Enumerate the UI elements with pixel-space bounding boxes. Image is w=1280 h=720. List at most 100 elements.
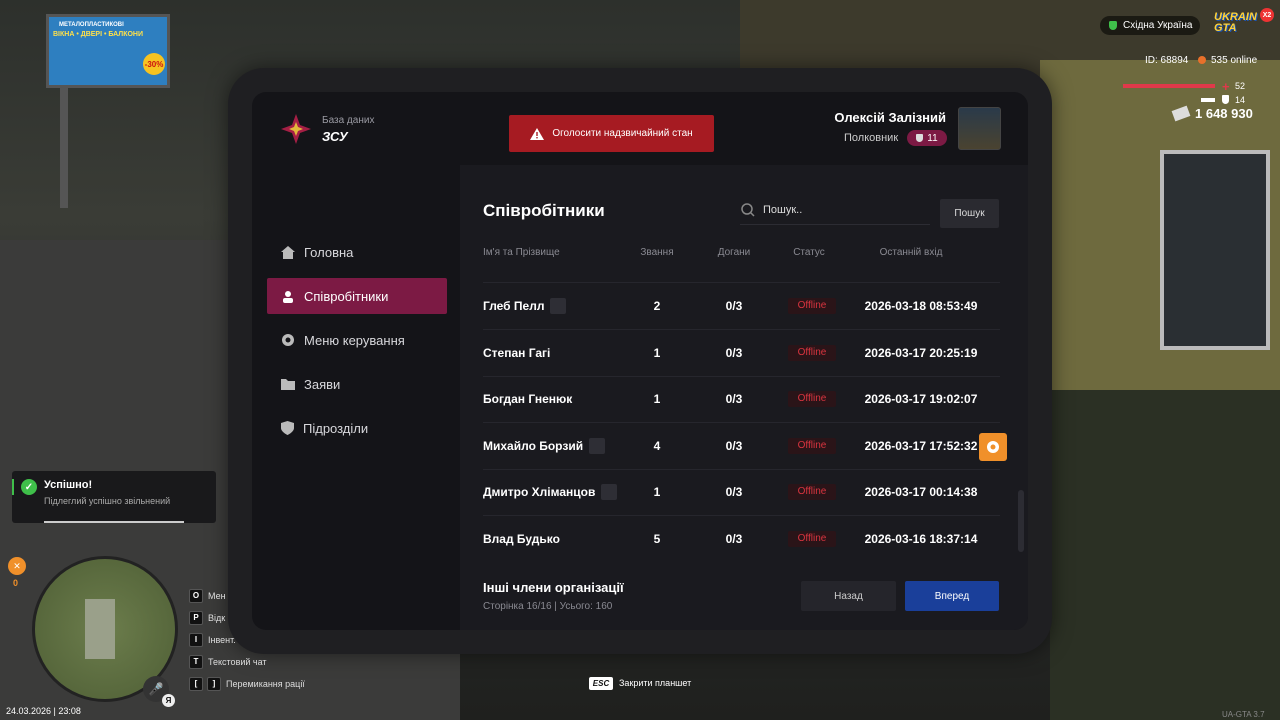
employee-rank: 1 [653,392,661,407]
employee-name: Богдан Гненюк [483,392,573,407]
billboard-text: ВІКНА • ДВЕРІ • БАЛКОНИ [53,31,144,38]
employee-rank: 2 [653,299,661,313]
grass [1050,390,1280,720]
success-icon: ✓ [21,479,37,495]
search-field[interactable]: Пошук.. [740,200,930,225]
prev-button[interactable]: Назад [801,581,896,611]
status-badge: Offline [788,391,836,408]
online-count: 535 online [1211,55,1258,66]
search-button[interactable]: Пошук [940,199,999,228]
player-id: ID: 68894 [1145,55,1189,66]
notification-progress [44,521,184,523]
job-counter: 0 [13,578,19,588]
employee-rank: 4 [653,438,661,453]
last-login: 2026-03-17 20:25:19 [864,345,978,360]
role-badge [601,484,617,501]
version: UA-GTA 3.7 [1222,710,1265,719]
nav-label: Співробітники [304,288,389,304]
gear-icon [987,441,999,453]
datetime: 24.03.2026 | 23:08 [6,706,81,716]
minimap [32,556,178,702]
key-cap: ] [207,677,221,691]
last-login: 2026-03-17 00:14:38 [864,485,978,500]
logo: UKRAIN GTA [1214,11,1257,34]
nav-icon [281,421,294,435]
status-badge: Offline [788,298,836,314]
money-value: 1 648 930 [1195,106,1253,121]
mic-key: Я [162,694,175,707]
page-info: Сторінка 16/16 | Усього: 160 [483,601,613,612]
nav-icon [281,245,295,259]
search-placeholder: Пошук.. [763,204,803,216]
key-hint: Перемикання рації [226,679,305,689]
employee-rank: 1 [653,485,661,500]
emergency-button[interactable]: Оголосити надзвичайний стан [509,115,714,152]
level-icon [916,134,924,142]
column-header: Останній вхід [879,247,943,258]
last-login: 2026-03-17 17:52:32 [864,438,978,453]
nav-label: Меню керування [304,332,405,348]
employee-name: Влад Будько [483,532,560,546]
key-hint: Інвент. [208,635,236,645]
region-name: Східна Україна [1123,20,1193,31]
level-value: 11 [927,132,938,144]
column-header: Догани [717,247,751,258]
key-cap: P [189,611,203,625]
notification-title: Успішно! [44,479,93,491]
key-cap: I [189,633,203,647]
nav-item[interactable]: Заяви [267,366,447,402]
status-badge: Offline [788,437,836,454]
nav-label: Підрозділи [303,420,369,436]
nav-item[interactable]: Меню керування [267,322,447,358]
role-badge [589,437,605,454]
employee-name: Глеб Пелл [483,299,545,313]
user-rank: Полковник [844,132,899,144]
key-cap: [ [189,677,203,691]
status-badge: Offline [788,531,836,547]
notification-accent [12,479,14,495]
nav-item[interactable]: Співробітники [267,278,447,314]
notification-text: Підлеглий успішно звільнений [44,496,171,506]
billboard: МЕТАЛОПЛАСТИКОВІ ВІКНА • ДВЕРІ • БАЛКОНИ… [46,14,170,88]
billboard-discount: -30% [143,53,165,75]
key-hint: Мен [208,591,226,601]
row-divider [483,468,1000,470]
health-icon: + [1222,79,1230,94]
nav-item[interactable]: Підрозділи [267,410,447,446]
column-header: Ім'я та Прізвище [483,247,560,258]
key-hint: Текстовий чат [208,657,267,667]
nav-icon [283,290,293,303]
logo-badge: X2 [1260,8,1274,22]
key-cap: O [189,589,203,603]
footer-title: Інші члени організації [483,580,624,595]
table-divider [483,282,1000,283]
map-area [85,599,115,659]
employee-warnings: 0/3 [725,438,743,453]
org-emblem [281,114,311,144]
notification: ✓ Успішно! Підлеглий успішно звільнений [12,471,216,523]
last-login: 2026-03-17 19:02:07 [864,392,978,407]
armor-value: 14 [1235,95,1246,105]
next-button[interactable]: Вперед [905,581,999,611]
esc-label: Закрити планшет [619,678,692,688]
search-icon [741,203,755,217]
user-name: Олексій Залізний [834,110,946,125]
online-icon [1198,56,1206,64]
window [1160,150,1270,350]
scrollbar[interactable] [1018,490,1024,552]
employee-warnings: 0/3 [725,299,743,313]
settings-button[interactable] [979,433,1007,461]
status-badge: Offline [788,484,836,501]
last-login: 2026-03-16 18:37:14 [864,532,978,546]
billboard-text: МЕТАЛОПЛАСТИКОВІ [59,22,124,28]
nav-label: Заяви [304,376,341,392]
warning-icon [530,127,545,140]
nav-item[interactable]: Головна [267,234,447,270]
content-panel [460,165,1028,630]
key-cap: T [189,655,203,669]
job-icon: ✕ [8,557,26,575]
billboard-pole [60,88,68,208]
key-hint: Відк [208,613,226,623]
avatar [958,107,1001,150]
